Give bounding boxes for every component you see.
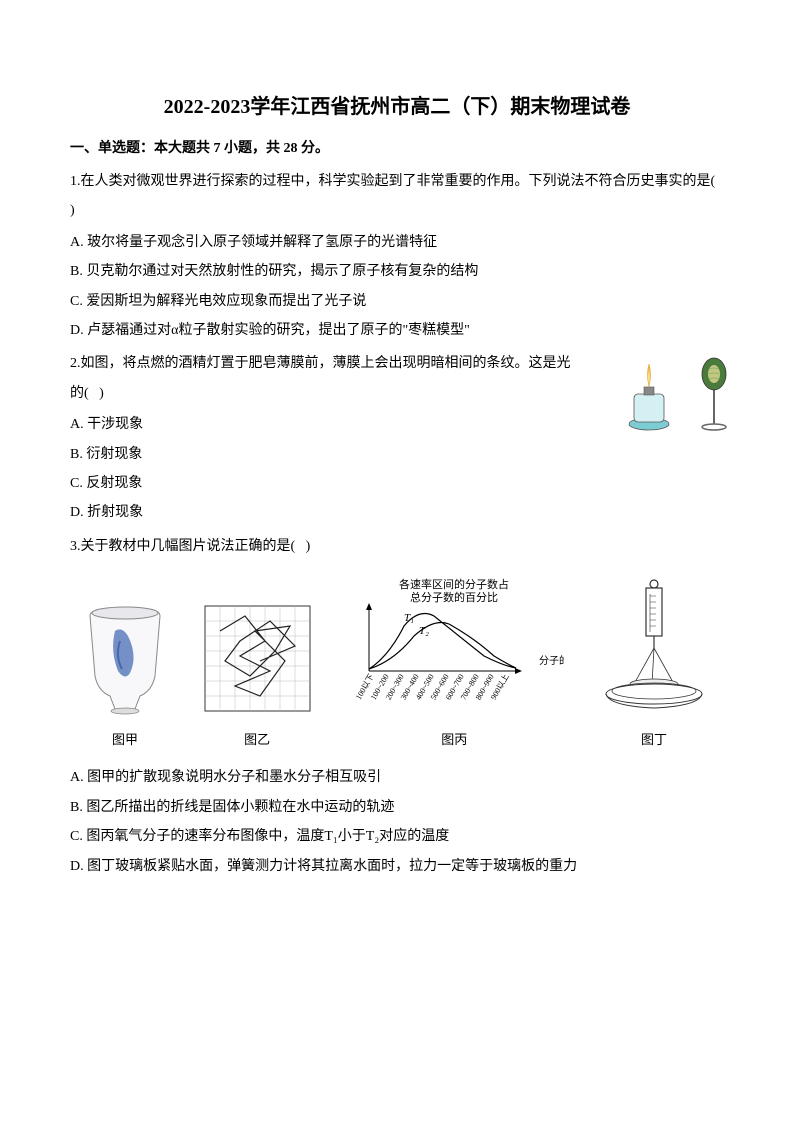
spring-scale-icon (594, 576, 714, 721)
q3-figures: 图甲 图乙 各速率区间的分子数占 总分子数的百 (70, 576, 724, 753)
q1-opt-a: A. 玻尔将量子观念引入原子领域并解释了氢原子的光谱特征 (70, 228, 724, 257)
figure-yi: 图乙 (200, 601, 315, 753)
svg-text:T₁: T₁ (404, 612, 414, 624)
question-2: 2.如图，将点燃的酒精灯置于肥皂薄膜前，薄膜上会出现明暗相间的条纹。这是光的( … (70, 349, 724, 527)
q1-opt-b: B. 贝克勒尔通过对天然放射性的研究，揭示了原子核有复杂的结构 (70, 257, 724, 286)
question-3: 3.关于教材中几幅图片说法正确的是( ) 图甲 (70, 532, 724, 881)
q3-opt-c: C. 图丙氧气分子的速率分布图像中，温度T₁小于T₂对应的温度 (70, 822, 724, 851)
svg-text:T₂: T₂ (419, 625, 429, 637)
label-yi: 图乙 (244, 726, 270, 753)
svg-text:总分子数的百分比: 总分子数的百分比 (410, 590, 498, 604)
svg-text:各速率区间的分子数占: 各速率区间的分子数占 (399, 577, 509, 591)
q1-text: 1.在人类对微观世界进行探索的过程中，科学实验起到了非常重要的作用。下列说法不符… (70, 167, 724, 226)
svg-text:分子的速率/(m·s⁻¹): 分子的速率/(m·s⁻¹) (539, 654, 564, 667)
figure-jia: 图甲 (80, 601, 170, 753)
figure-bing: 各速率区间的分子数占 总分子数的百分比 T₁ T₂ 分子的速率/(m·s⁻¹) … (344, 576, 564, 753)
q2-opt-b: B. 衍射现象 (70, 440, 724, 469)
q1-opt-d: D. 卢瑟福通过对α粒子散射实验的研究，提出了原子的"枣糕模型" (70, 316, 724, 345)
q3-opt-b: B. 图乙所描出的折线是固体小颗粒在水中运动的轨迹 (70, 793, 724, 822)
q1-opt-c: C. 爱因斯坦为解释光电效应现象而提出了光子说 (70, 287, 724, 316)
q2-opt-d: D. 折射现象 (70, 498, 724, 527)
cup-icon (80, 601, 170, 721)
question-1: 1.在人类对微观世界进行探索的过程中，科学实验起到了非常重要的作用。下列说法不符… (70, 167, 724, 345)
label-jia: 图甲 (112, 726, 138, 753)
q2-diagram (614, 349, 744, 434)
q3-opt-a: A. 图甲的扩散现象说明水分子和墨水分子相互吸引 (70, 763, 724, 792)
label-bing: 图丙 (441, 726, 467, 753)
label-ding: 图丁 (641, 726, 667, 753)
q3-text: 3.关于教材中几幅图片说法正确的是( ) (70, 532, 724, 561)
page-title: 2022-2023学年江西省抚州市高二（下）期末物理试卷 (70, 90, 724, 119)
q3-opt-d: D. 图丁玻璃板紧贴水面，弹簧测力计将其拉离水面时，拉力一定等于玻璃板的重力 (70, 852, 724, 881)
figure-ding: 图丁 (594, 576, 714, 753)
section-header: 一、单选题：本大题共 7 小题，共 28 分。 (70, 137, 724, 157)
distribution-chart-icon: 各速率区间的分子数占 总分子数的百分比 T₁ T₂ 分子的速率/(m·s⁻¹) … (344, 576, 564, 721)
q2-opt-c: C. 反射现象 (70, 469, 724, 498)
random-walk-icon (200, 601, 315, 721)
